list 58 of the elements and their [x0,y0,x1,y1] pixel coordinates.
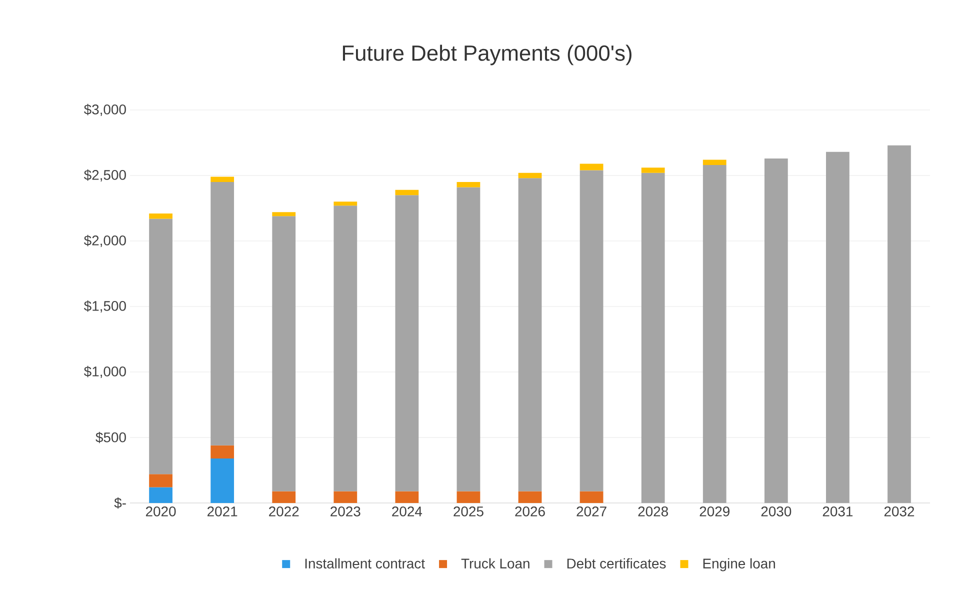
bar [641,172,665,503]
legend-label: Debt certificates [567,558,666,569]
bar [272,216,296,492]
bar [395,190,419,196]
y-tick-label: $500 [96,432,126,444]
bar [210,445,234,458]
bar [210,182,234,446]
bar [334,202,358,206]
bar [272,212,296,216]
y-tick-label: $2,000 [84,234,126,248]
bar [210,458,234,503]
y-tick-label: $3,000 [84,104,126,116]
y-tick-label: $1,000 [84,366,126,378]
x-tick-label: 2026 [515,506,545,516]
x-tick-label: 2023 [330,506,360,516]
x-tick-label: 2020 [146,506,176,516]
x-tick-label: 2028 [638,506,668,516]
bar [149,213,172,219]
bar [580,170,604,492]
bar [395,491,419,503]
x-tick-label: 2029 [700,506,730,516]
bar [702,165,726,503]
bar [702,160,726,166]
legend-label: Engine loan [703,558,775,572]
x-tick-label: 2030 [761,506,792,516]
bar [272,491,296,503]
bar [764,158,788,503]
bar [456,187,480,492]
bar [456,182,480,188]
x-tick-label: 2027 [576,506,606,516]
x-tick-label: 2021 [208,506,238,516]
chart-title: Future Debt Payments (000's) [342,44,632,66]
bar [518,172,542,178]
bar [456,491,480,503]
bar [641,168,665,173]
bar [888,145,911,503]
y-tick-label: $2,500 [84,169,126,182]
bar [518,178,542,492]
bar [580,164,604,170]
bar [334,206,358,492]
bar [580,491,604,503]
legend-label: Installment contract [305,558,425,569]
x-tick-label: 2032 [884,506,914,516]
bar [149,218,172,474]
bar [826,152,850,503]
bar [149,487,172,503]
bar [210,176,234,182]
bar [334,491,358,503]
x-tick-label: 2022 [269,506,299,516]
x-tick-label: 2024 [392,506,422,516]
y-tick-label: $1,500 [84,300,126,313]
bar [149,474,172,488]
y-tick-label: $- [114,497,126,509]
legend-label: Truck Loan [461,558,530,569]
bar [518,491,542,503]
bar [395,195,419,492]
x-tick-label: 2025 [454,506,484,516]
x-tick-label: 2031 [822,506,853,516]
